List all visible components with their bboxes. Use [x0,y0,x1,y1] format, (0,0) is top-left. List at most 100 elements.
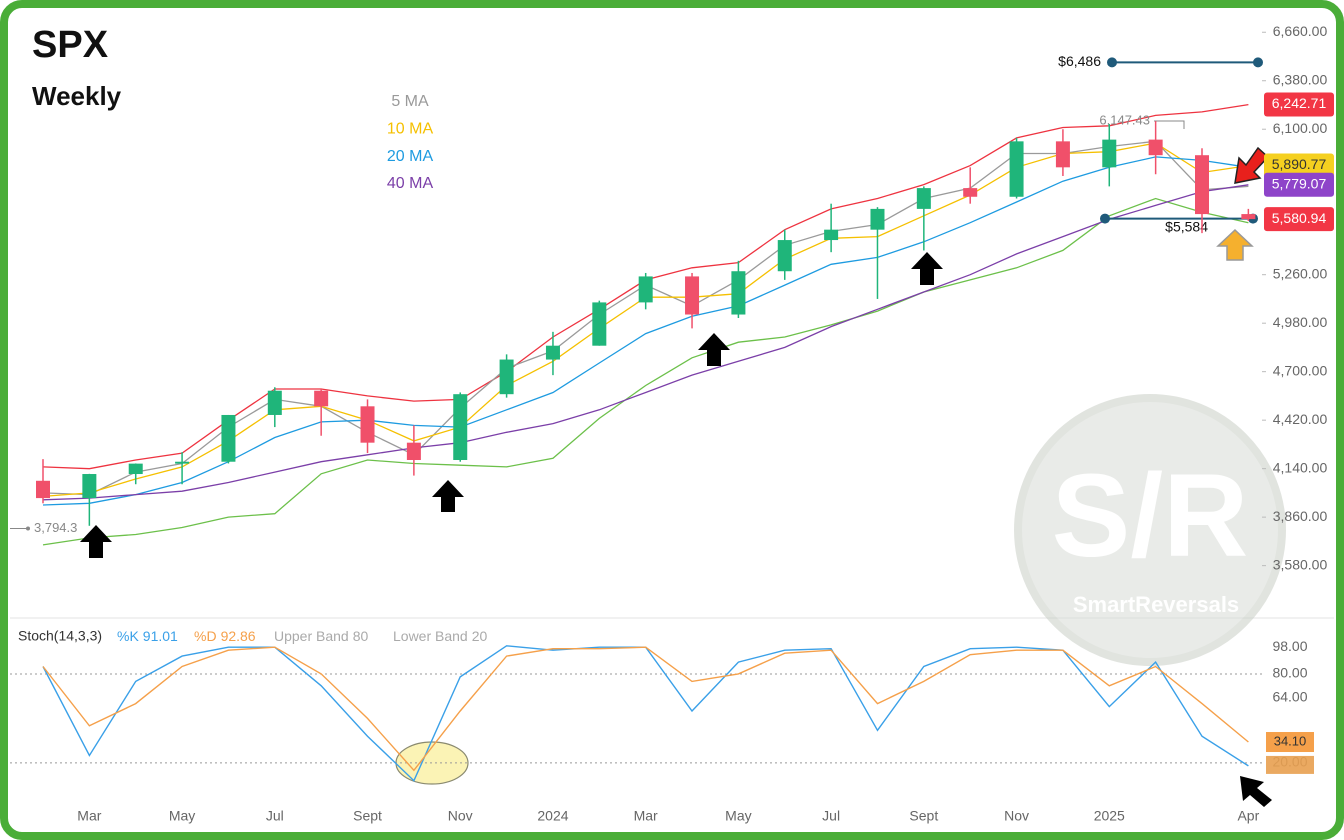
x-tick-label: Jul [822,808,840,824]
x-tick-label: Mar [77,808,101,824]
candle-body [638,276,653,303]
watermark-circle [1014,394,1286,666]
y-tick-label: 80.00 [1272,665,1307,681]
level-label: $5,584 [1165,218,1208,234]
price-label: 5,890.77 [1272,156,1327,172]
y-tick-label: 3,860.00 [1273,508,1328,524]
price-label: 5,580.94 [1272,210,1327,226]
price-label-box [1264,92,1334,117]
candle-body [963,188,978,197]
legend-entry: 5 MA [391,93,429,110]
x-tick-label: Nov [1004,808,1029,824]
stoch-legend: %D 92.86 [194,628,256,644]
legend-entry: 40 MA [387,175,434,192]
y-tick-label: 4,700.00 [1273,362,1328,378]
x-tick-label: 2025 [1094,808,1125,824]
last-label: 34.10 [1274,733,1307,748]
level-label: $6,486 [1058,53,1101,69]
x-tick-label: Sept [909,808,938,824]
last-label-box [1266,732,1314,753]
x-tick-label: Nov [448,808,473,824]
level-dot [1100,213,1110,224]
stoch-line [42,646,1249,772]
candle-body [1102,139,1117,168]
candle-body [592,302,607,346]
band-label-box [1266,755,1314,774]
candle-body [1055,141,1070,168]
stoch-legend-value: 91.01 [143,628,178,644]
stoch-band-legend: Upper Band 80 [274,628,369,644]
up-arrow [432,480,464,512]
candle-body [82,474,97,499]
legend-entry: 10 MA [387,121,434,138]
orange-arrow [1216,228,1254,261]
candle-body [685,276,700,315]
candle-body [916,188,931,209]
price-label-box [1264,207,1334,232]
up-arrow [1240,776,1272,807]
price-label: 6,242.71 [1272,95,1327,111]
y-tick-label: 6,380.00 [1273,71,1328,87]
y-tick-label: 6,100.00 [1273,120,1328,136]
watermark-brand: SmartReversals [1073,592,1239,617]
up-arrow [911,252,943,285]
red-arrow [1234,146,1270,184]
moving-average [42,156,1249,506]
price-label: 5,779.07 [1272,176,1327,192]
low-marker-label: 3,794.3 [34,520,77,535]
y-tick-label: 98.00 [1272,638,1307,654]
candle-body [545,345,560,360]
candle-body [870,208,885,230]
x-tick-label: May [725,808,751,824]
band-value: 80 [353,628,369,644]
x-tick-label: Mar [634,808,658,824]
up-arrow [698,333,730,366]
candle-body [221,414,236,462]
candle-body [360,406,375,443]
level-dot [1107,57,1117,68]
chart-subtitle: Weekly [32,81,122,111]
price-label-box [1264,172,1334,197]
candle-body [1241,214,1256,220]
arrow-group [80,252,1272,807]
y-tick-label: 4,420.00 [1273,411,1328,427]
stoch-legend-name: %D [194,628,217,644]
band-name: Upper Band [274,628,349,644]
candle-body [175,461,190,464]
candle-body [314,390,329,407]
y-tick-label: 3,580.00 [1273,556,1328,572]
y-tick-label: 5,260.00 [1273,265,1328,281]
x-tick-label: Jul [266,808,284,824]
candle-body [128,463,143,475]
x-tick-label: 2024 [537,808,568,824]
high-marker-line [1154,120,1185,130]
watermark: S/R SmartReversals [1014,394,1286,666]
candle-body [731,271,746,315]
up-arrow [80,525,112,558]
candle-body [453,394,468,460]
bollinger-band [42,197,1249,546]
y-tick-label: 64.00 [1272,688,1307,704]
level-dot [1253,57,1263,68]
stoch-band-legend: Lower Band 20 [393,628,488,644]
x-tick-label: Apr [1237,808,1259,824]
x-tick-label: Sept [353,808,382,824]
y-tick-label: 6,660.00 [1273,23,1328,39]
band-value: 20 [472,628,488,644]
chart-title: SPX [32,24,109,66]
high-marker-label: 6,147.43 [1099,112,1150,127]
candle-body [406,442,421,460]
candle-body [499,359,514,395]
stoch-legend: %K 91.01 [117,628,178,644]
candle-body [36,480,50,499]
candle-body [1195,155,1209,215]
legend-entry: 20 MA [387,148,434,165]
candle-body [267,390,282,415]
moving-average [42,184,1249,501]
candle-body [824,229,839,241]
x-tick-label: May [169,808,195,824]
candle-body [1009,141,1024,197]
y-tick-label: 4,980.00 [1273,314,1328,330]
